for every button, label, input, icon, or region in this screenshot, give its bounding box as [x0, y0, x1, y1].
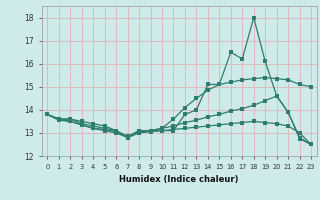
- X-axis label: Humidex (Indice chaleur): Humidex (Indice chaleur): [119, 175, 239, 184]
